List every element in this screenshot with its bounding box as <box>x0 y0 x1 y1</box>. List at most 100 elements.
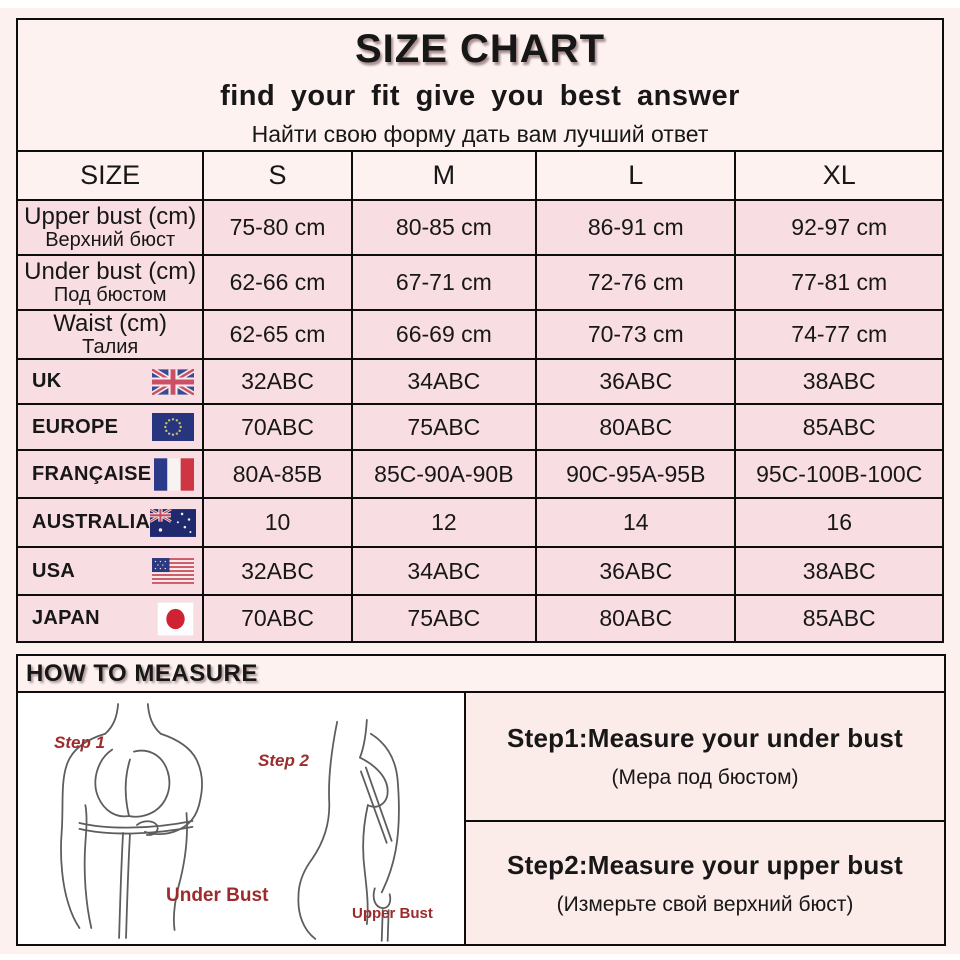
size-value-cell: 10 <box>202 497 353 549</box>
measure-diagram-cell: Step 1 Step 2 Under Bust Upper Bust <box>16 691 466 946</box>
size-value-cell: 70ABC <box>202 403 353 452</box>
subtitle-en: find your fit give you best answer <box>220 79 740 112</box>
table-row-under-bust: Under bust (cm) Под бюстом 62-66 cm 67-7… <box>15 254 944 311</box>
country-label-cell: UK <box>15 358 205 406</box>
subtitle-ru: Найти свою форму дать вам лучший ответ <box>251 120 709 147</box>
measure-content-row-1: Step 1 Step 2 Under Bust Upper Bust Step… <box>16 691 946 946</box>
size-value-cell: 74-77 cm <box>734 308 944 361</box>
column-header-m: M <box>350 150 538 201</box>
measure-label-ru: Под бюстом <box>53 284 167 307</box>
column-header-s: S <box>202 150 353 201</box>
measure-label-en: Waist (cm) <box>53 310 168 337</box>
size-value-cell: 70ABC <box>202 594 353 644</box>
page-margin-bottom <box>0 954 960 960</box>
step2-label: Step 2 <box>258 751 310 770</box>
table-row-francaise: FRANÇAISE 80A-85B 85C-90A-90B 90C-95A-95… <box>15 449 944 500</box>
size-value-cell: 32ABC <box>202 358 353 406</box>
size-value-cell: 75-80 cm <box>202 199 353 256</box>
country-name: JAPAN <box>32 607 100 630</box>
size-value-cell: 36ABC <box>535 358 737 406</box>
size-value-cell: 38ABC <box>734 358 944 406</box>
measure-label-en: Under bust (cm) <box>24 257 197 285</box>
step1-text-ru: (Мера под бюстом) <box>611 766 799 789</box>
step2-text-en: Step2:Measure your upper bust <box>507 849 903 880</box>
size-value-cell: 85ABC <box>734 594 944 644</box>
measure-label-ru: Верхний бюст <box>45 229 176 252</box>
size-chart-table: SIZE CHART find your fit give you best a… <box>15 18 944 644</box>
measure-label-cell: Under bust (cm) Под бюстом <box>15 254 205 311</box>
upper-bust-caption: Upper Bust <box>352 905 433 922</box>
size-value-cell: 16 <box>734 497 944 549</box>
country-label-cell: EUROPE <box>15 403 205 452</box>
table-row-uk: UK 32ABC 34ABC 36ABC 38ABC <box>15 358 944 406</box>
how-to-measure-title: HOW TO MEASURE <box>26 659 258 687</box>
country-name: EUROPE <box>32 415 119 438</box>
table-row-japan: JAPAN 70ABC 75ABC 80ABC 85ABC <box>15 594 944 644</box>
page-margin-top <box>0 0 960 8</box>
size-value-cell: 80-85 cm <box>350 199 538 256</box>
country-name: AUSTRALIA <box>32 511 151 534</box>
step1-text-en: Step1:Measure your under bust <box>507 723 903 753</box>
australia-flag-icon <box>150 508 197 537</box>
size-value-cell: 80ABC <box>535 403 737 452</box>
measure-figures-illustration <box>60 703 400 942</box>
size-value-cell: 34ABC <box>350 358 538 406</box>
page-title: SIZE CHART <box>355 26 605 71</box>
measure-label-ru: Талия <box>82 336 139 359</box>
size-value-cell: 34ABC <box>350 546 538 597</box>
japan-flag-icon <box>157 601 195 636</box>
step2-instruction-cell: Step2:Measure your upper bust (Измерьте … <box>464 820 946 946</box>
size-value-cell: 36ABC <box>535 546 737 597</box>
table-row-usa: USA 32ABC 34ABC <box>15 546 944 597</box>
step1-label: Step 1 <box>54 733 106 752</box>
size-value-cell: 77-81 cm <box>734 254 944 311</box>
country-label-cell: AUSTRALIA <box>15 497 205 549</box>
country-name: UK <box>32 370 62 393</box>
measure-content-row-2: Step2:Measure your upper bust (Измерьте … <box>17 820 946 946</box>
step2-text-ru: (Измерьте свой верхний бюст) <box>556 892 854 916</box>
column-header-l: L <box>535 150 737 201</box>
eu-flag-icon <box>152 413 195 442</box>
table-header-row: SIZE S M L XL <box>15 150 944 201</box>
size-value-cell: 85C-90A-90B <box>350 449 538 500</box>
size-value-cell: 32ABC <box>202 546 353 597</box>
country-label-cell: JAPAN <box>15 594 205 644</box>
usa-flag-icon <box>152 558 195 585</box>
size-value-cell: 90C-95A-95B <box>535 449 737 500</box>
uk-flag-icon <box>152 368 195 395</box>
title-block: SIZE CHART find your fit give you best a… <box>16 18 944 152</box>
under-bust-caption: Under Bust <box>166 885 269 906</box>
size-value-cell: 67-71 cm <box>350 254 538 311</box>
size-value-cell: 80ABC <box>535 594 737 644</box>
table-row-waist: Waist (cm) Талия 62-65 cm 66-69 cm 70-73… <box>15 308 944 361</box>
size-value-cell: 80A-85B <box>202 449 353 500</box>
table-row-upper-bust: Upper bust (cm) Верхний бюст 75-80 cm 80… <box>15 199 944 256</box>
measure-label-en: Upper bust (cm) <box>24 202 197 230</box>
size-value-cell: 38ABC <box>734 546 944 597</box>
column-header-size: SIZE <box>15 150 205 201</box>
column-header-xl: XL <box>734 150 944 201</box>
size-value-cell: 95C-100B-100C <box>734 449 944 500</box>
size-value-cell: 14 <box>535 497 737 549</box>
country-name: USA <box>32 559 76 582</box>
size-value-cell: 75ABC <box>350 594 538 644</box>
measure-label-cell: Upper bust (cm) Верхний бюст <box>15 199 205 256</box>
country-name: FRANÇAISE <box>32 462 152 485</box>
size-value-cell: 66-69 cm <box>350 308 538 361</box>
size-value-cell: 75ABC <box>350 403 538 452</box>
size-value-cell: 72-76 cm <box>535 254 737 311</box>
country-label-cell: FRANÇAISE <box>15 449 205 500</box>
how-to-measure-title-cell: HOW TO MEASURE <box>16 654 946 693</box>
table-row-australia: AUSTRALIA 10 12 14 16 <box>15 497 944 549</box>
size-value-cell: 70-73 cm <box>535 308 737 361</box>
measure-diagram: Step 1 Step 2 Under Bust Upper Bust <box>19 694 462 943</box>
size-value-cell: 62-65 cm <box>202 308 353 361</box>
country-label-cell: USA <box>15 546 205 597</box>
size-value-cell: 85ABC <box>734 403 944 452</box>
how-to-measure-title-row: HOW TO MEASURE <box>16 654 946 693</box>
size-value-cell: 92-97 cm <box>734 199 944 256</box>
how-to-measure-panel: HOW TO MEASURE <box>16 654 946 946</box>
measure-label-cell: Waist (cm) Талия <box>15 308 205 361</box>
size-value-cell: 12 <box>350 497 538 549</box>
